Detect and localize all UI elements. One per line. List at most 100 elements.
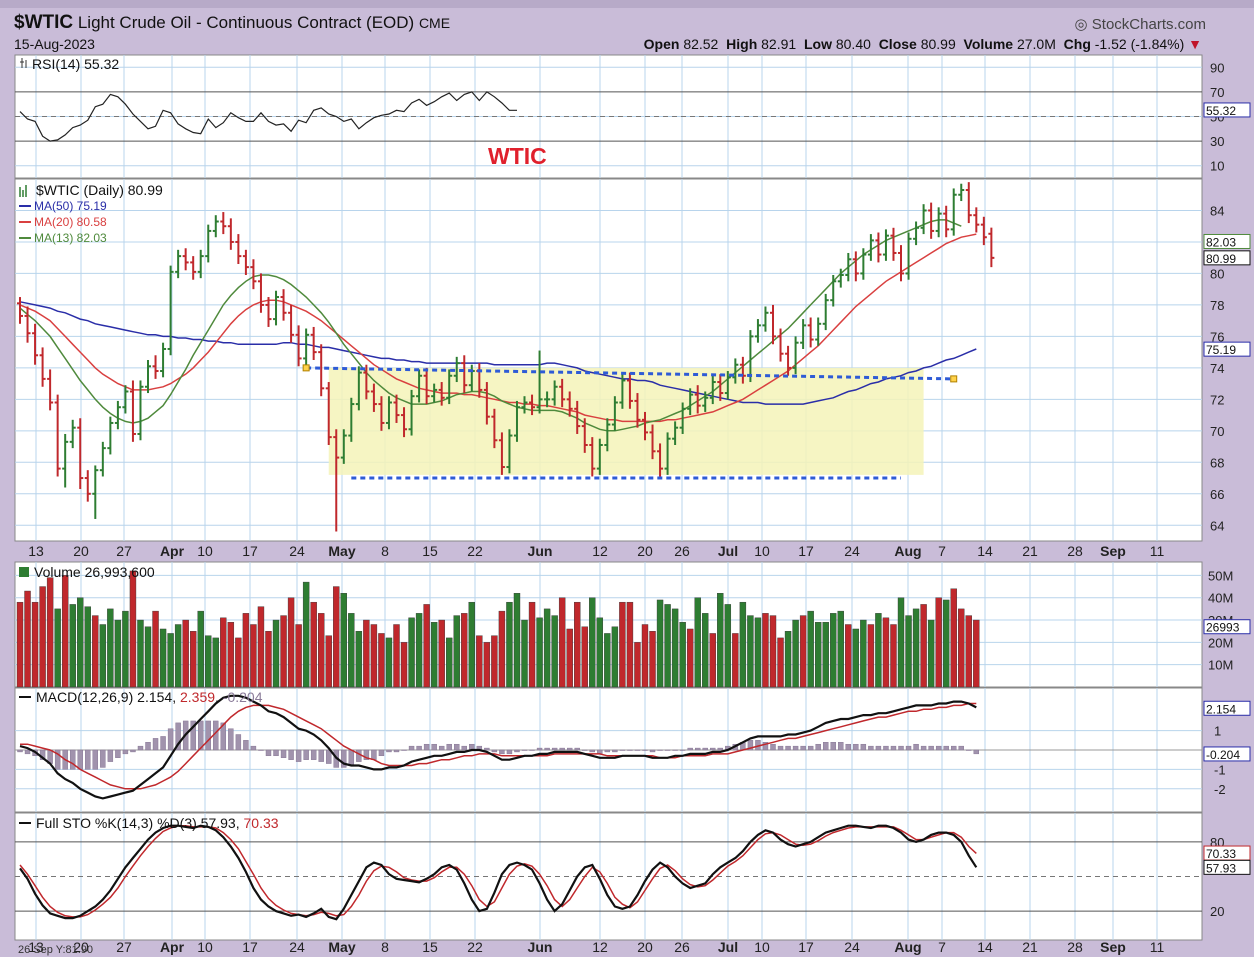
change-value: -1.52 (-1.84%) xyxy=(1094,36,1185,52)
macd-histogram-bar xyxy=(905,745,912,751)
volume-legend-icon xyxy=(19,567,29,577)
volume-bar xyxy=(257,606,265,688)
macd-histogram-bar xyxy=(642,749,648,751)
macd-histogram-bar xyxy=(762,742,769,751)
macd-histogram-bar xyxy=(107,749,114,762)
macd-histogram-bar xyxy=(951,745,957,751)
chart-title: $WTIC Light Crude Oil - Continuous Contr… xyxy=(14,12,450,34)
macd-histogram-bar xyxy=(54,749,61,770)
volume-bar xyxy=(792,619,799,688)
volume-bar xyxy=(302,581,310,688)
macd-histogram-bar xyxy=(228,728,234,751)
rsi-panel: RSI(14) 55.32907050301055.32 xyxy=(14,54,1251,179)
macd-histogram-bar xyxy=(70,749,76,770)
x-axis-label: Apr xyxy=(160,543,185,559)
macd-histogram-bar xyxy=(920,745,927,751)
macd-histogram-bar xyxy=(582,749,588,751)
macd-histogram-bar xyxy=(935,745,942,751)
x-axis-label: 27 xyxy=(116,543,132,559)
volume-bar xyxy=(16,601,24,688)
sto-title-params: Full STO %K(14,3) %D(3) xyxy=(36,815,201,831)
x-axis-label: 7 xyxy=(938,939,946,955)
volume-bar xyxy=(581,626,588,688)
volume-bar xyxy=(611,626,619,688)
volume-bar xyxy=(822,622,829,688)
low-value: 80.40 xyxy=(835,36,871,52)
price-last-value-box xyxy=(1203,341,1251,357)
volume-bar xyxy=(784,630,792,688)
volume-bar xyxy=(39,586,46,688)
volume-bar xyxy=(717,593,724,688)
macd-histogram-bar xyxy=(250,745,257,751)
volume-bar xyxy=(295,624,302,688)
volume-bar xyxy=(423,604,430,688)
stochastic-panel: Full STO %K(14,3) %D(3) 57.93, 70.338020… xyxy=(14,812,1251,941)
volume-bar xyxy=(860,619,867,688)
sto-title-d: 70.33 xyxy=(244,815,279,831)
x-axis-label: 22 xyxy=(467,543,483,559)
ma13-line xyxy=(19,219,962,432)
macd-histogram-bar xyxy=(17,749,23,753)
x-axis-label: 28 xyxy=(1067,543,1083,559)
price-y-tick: 84 xyxy=(1210,203,1224,218)
volume-bar xyxy=(558,597,566,688)
volume-bar xyxy=(694,597,701,688)
volume-bar xyxy=(686,628,694,688)
x-axis-label: 21 xyxy=(1022,543,1038,559)
macd-histogram-bar xyxy=(341,749,347,768)
x-axis-label: 26 xyxy=(674,543,690,559)
brand[interactable]: ◎ StockCharts.com xyxy=(1075,15,1206,33)
volume-bar xyxy=(453,615,460,688)
volume-bar xyxy=(325,635,332,688)
volume-bar xyxy=(506,601,513,688)
volume-y-tick: 50M xyxy=(1208,568,1233,583)
trendline-handle-left xyxy=(302,364,310,372)
x-axis-label: May xyxy=(328,543,355,559)
macd-histogram-bar xyxy=(777,745,784,751)
x-axis-label: Aug xyxy=(894,939,921,955)
macd-histogram-bar xyxy=(679,749,686,751)
volume-bar xyxy=(415,613,423,688)
price-y-tick: 76 xyxy=(1210,329,1224,344)
macd-histogram-bar xyxy=(92,749,99,770)
legend-label: MA(50) 75.19 xyxy=(34,199,107,213)
macd-histogram-bar xyxy=(717,747,723,751)
volume-bar xyxy=(702,613,709,688)
macd-histogram-bar xyxy=(122,749,129,755)
sto-y-tick: 20 xyxy=(1210,904,1224,919)
macd-histogram-bar xyxy=(747,740,754,751)
x-axis-label: 24 xyxy=(289,939,305,955)
macd-histogram-bar xyxy=(499,749,505,755)
volume-bar xyxy=(777,637,784,688)
volume-bar xyxy=(589,597,596,688)
volume-bar xyxy=(634,642,641,688)
open-label: Open xyxy=(643,36,680,52)
macd-histogram-bar xyxy=(883,745,889,751)
volume-y-tick: 10M xyxy=(1208,658,1233,673)
instrument-name: Light Crude Oil - Continuous Contract (E… xyxy=(77,13,415,32)
volume-bar xyxy=(799,615,807,688)
volume-last-value: 26993 xyxy=(1206,621,1240,635)
volume-bar xyxy=(99,624,107,688)
volume-bar xyxy=(574,601,581,688)
macd-histogram-bar xyxy=(792,745,799,751)
volume-bar xyxy=(958,608,965,688)
volume-bar xyxy=(491,635,498,688)
macd-histogram-bar xyxy=(853,743,859,751)
volume-bar xyxy=(430,622,438,688)
volume-bar xyxy=(220,617,227,688)
volume-bar xyxy=(265,630,272,688)
macd-histogram-bar xyxy=(454,743,460,751)
macd-histogram-bar xyxy=(634,749,641,751)
volume-last-value-box xyxy=(1203,619,1251,635)
volume-bar xyxy=(769,615,777,688)
volume-bar xyxy=(837,610,844,688)
volume-bar xyxy=(69,604,76,688)
macd-histogram-bar xyxy=(807,745,814,751)
x-axis-label: 13 xyxy=(28,543,44,559)
price-last-value-box xyxy=(1203,233,1251,249)
macd-histogram-bar xyxy=(190,720,196,751)
volume-bar xyxy=(61,575,69,688)
